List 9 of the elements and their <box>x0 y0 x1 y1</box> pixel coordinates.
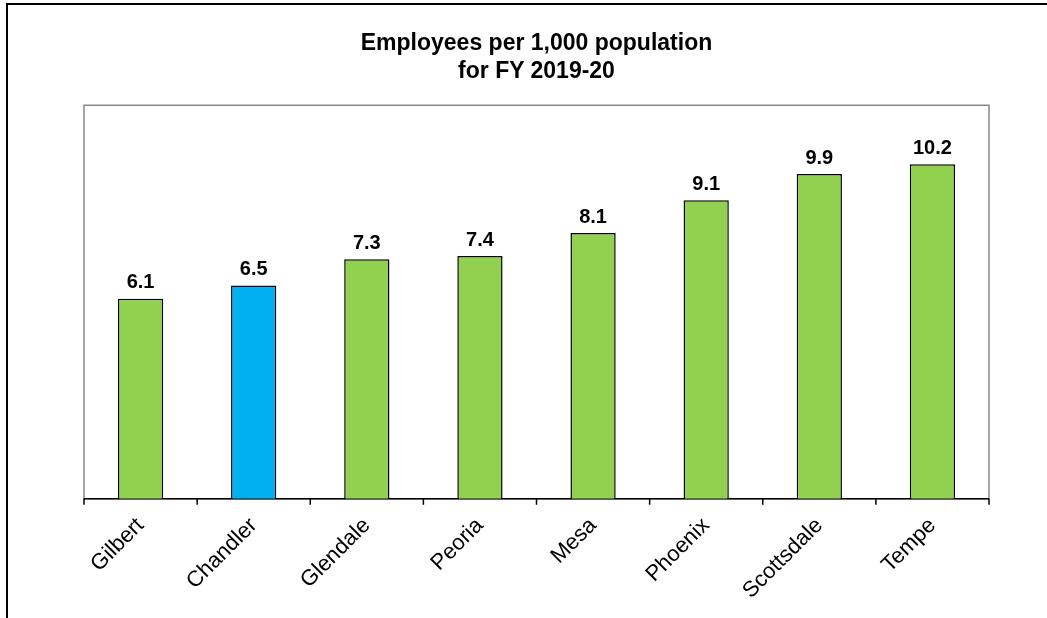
data-label: 9.9 <box>805 145 834 168</box>
data-label: 7.3 <box>352 230 381 253</box>
data-label: 8.1 <box>579 204 607 227</box>
data-label: 6.5 <box>239 257 268 280</box>
data-label: 7.4 <box>466 227 495 250</box>
chart-title: Employees per 1,000 population for FY 2019-20 <box>360 29 713 83</box>
data-label: 6.1 <box>126 270 155 293</box>
data-label: 9.1 <box>692 171 721 194</box>
data-label: 10.2 <box>912 135 952 158</box>
